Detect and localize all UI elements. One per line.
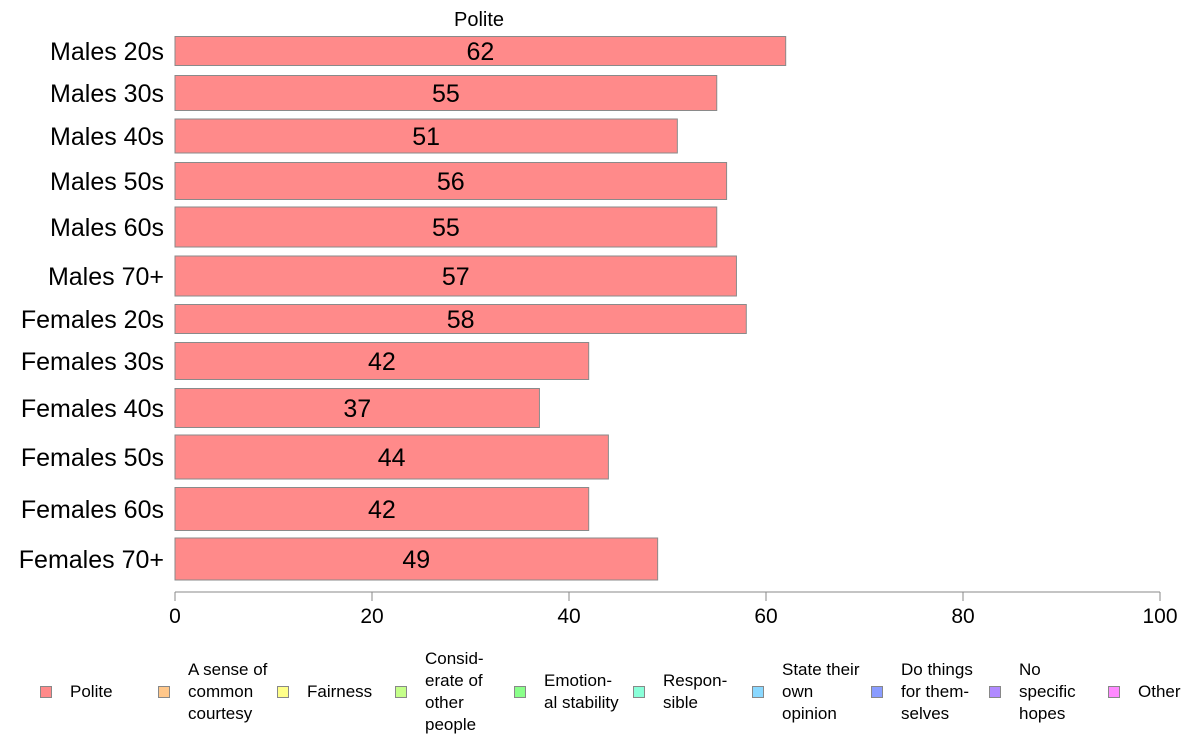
- data-label: 55: [432, 80, 460, 108]
- legend-label: Consid-erate of other people: [425, 649, 484, 734]
- data-label: 51: [412, 123, 440, 151]
- x-tick-label: 40: [557, 605, 580, 628]
- legend-item: State their own opinion: [752, 648, 862, 736]
- legend-item: A sense of common courtesy: [158, 648, 268, 736]
- legend-swatch: [633, 686, 645, 698]
- category-label: Females 50s: [21, 444, 164, 472]
- category-label: Males 70+: [48, 263, 164, 291]
- category-label: Females 60s: [21, 496, 164, 524]
- legend-label: No specific hopes: [1019, 660, 1076, 723]
- bar: [174, 118, 678, 154]
- category-label: Males 20s: [50, 38, 164, 66]
- legend-item: Consid-erate of other people: [395, 648, 505, 736]
- legend-item: Other: [1108, 648, 1188, 736]
- legend-label: Polite: [70, 682, 113, 701]
- legend-swatch: [1108, 686, 1120, 698]
- legend-swatch: [395, 686, 407, 698]
- legend: Polite A sense of common courtesy Fairness…: [0, 648, 1188, 736]
- category-label: Females 30s: [21, 348, 164, 376]
- data-label: 42: [368, 496, 396, 524]
- category-label: Males 60s: [50, 214, 164, 242]
- category-label: Males 30s: [50, 80, 164, 108]
- category-label: Females 70+: [19, 546, 164, 574]
- bar: [174, 388, 540, 428]
- legend-swatch: [277, 686, 289, 698]
- bar: [174, 36, 787, 66]
- x-tick-label: 100: [1142, 605, 1177, 628]
- legend-item: Polite: [40, 648, 150, 736]
- legend-label: Other: [1138, 682, 1181, 701]
- legend-item: Respon-sible: [633, 648, 743, 736]
- data-label: 37: [343, 395, 371, 423]
- legend-item: No specific hopes: [989, 648, 1099, 736]
- legend-label: Respon-sible: [663, 671, 728, 712]
- legend-swatch: [871, 686, 883, 698]
- bar: [174, 304, 747, 334]
- data-label: 58: [447, 306, 475, 334]
- legend-label: Emotion-al stability: [544, 671, 619, 712]
- legend-swatch: [40, 686, 52, 698]
- bar: [174, 75, 718, 111]
- legend-label: Fairness: [307, 682, 373, 701]
- x-tick-label: 0: [169, 605, 181, 628]
- legend-swatch: [514, 686, 526, 698]
- chart-title: Polite: [454, 9, 504, 31]
- data-label: 42: [368, 348, 396, 376]
- legend-label: State their own opinion: [782, 660, 860, 723]
- data-label: 56: [437, 168, 465, 196]
- x-tick-label: 80: [951, 605, 974, 628]
- category-label: Females 40s: [21, 395, 164, 423]
- x-axis: 0 20 40 60 80 100: [169, 591, 1178, 628]
- bar: [174, 487, 590, 531]
- data-label: 49: [402, 546, 430, 574]
- legend-item: Emotion-al stability: [514, 648, 624, 736]
- bar: [174, 255, 737, 297]
- x-tick-label: 60: [754, 605, 777, 628]
- x-tick-label: 20: [360, 605, 383, 628]
- data-label: 44: [378, 444, 406, 472]
- legend-item: Fairness: [277, 648, 387, 736]
- legend-item: Do things for them-selves: [871, 648, 981, 736]
- bar: [174, 434, 609, 480]
- bars-layer: Males 20s 62 Males 30s 55 Males 40s 51 Males 5…: [19, 36, 787, 581]
- category-label: Males 40s: [50, 123, 164, 151]
- legend-swatch: [752, 686, 764, 698]
- data-label: 55: [432, 214, 460, 242]
- category-label: Males 50s: [50, 168, 164, 196]
- bar: [174, 537, 659, 581]
- legend-swatch: [989, 686, 1001, 698]
- category-label: Females 20s: [21, 306, 164, 334]
- data-label: 57: [442, 263, 470, 291]
- data-label: 62: [466, 38, 494, 66]
- legend-label: A sense of common courtesy: [188, 660, 268, 723]
- bar: [174, 162, 728, 200]
- legend-label: Do things for them-selves: [901, 660, 973, 723]
- bar: [174, 342, 590, 380]
- legend-swatch: [158, 686, 170, 698]
- bar-chart: Polite Males 20s 62 Males 30s 55 Males 40s 51…: [19, 9, 1178, 628]
- bar: [174, 206, 718, 248]
